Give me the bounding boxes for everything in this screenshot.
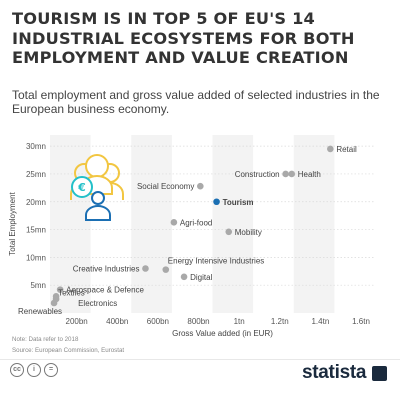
euro-sign-icon: €	[77, 181, 86, 194]
y-tick-label: 10mn	[26, 253, 46, 262]
y-tick-label: 30mn	[26, 142, 46, 151]
euro-coin-icon	[71, 176, 93, 198]
data-label: Creative Industries	[73, 265, 140, 274]
chart-title: TOURISM IS IN TOP 5 OF EU'S 14 INDUSTRIA…	[12, 9, 355, 67]
plot-band	[131, 135, 172, 313]
data-label: Social Economy	[137, 182, 194, 191]
noderivs-icon[interactable]: =	[44, 363, 58, 377]
data-label: Renewables	[18, 307, 62, 316]
data-point	[288, 170, 296, 178]
data-label: Textiles	[58, 288, 85, 297]
scatter-chart: 5mn 10mn 15mn 20mn 25mn 30mn 200bn 400bn 600bn 80…	[8, 135, 375, 338]
chart-note: Note: Data refer to 2018	[12, 336, 79, 343]
person-body-icon	[85, 205, 111, 221]
y-tick-label: 5mn	[30, 281, 46, 290]
x-tick-label: 600bn	[147, 317, 169, 326]
license-icons: cc i =	[10, 363, 58, 377]
attribution-icon[interactable]: i	[27, 363, 41, 377]
plot-band	[212, 135, 254, 313]
y-axis-label: Total Employment	[8, 191, 17, 255]
plot-band	[293, 135, 335, 313]
data-point	[197, 182, 204, 190]
x-tick-label: 800bn	[187, 317, 209, 326]
x-tick-label: 1.2tn	[271, 317, 289, 326]
data-point	[170, 219, 178, 226]
data-point	[225, 228, 233, 236]
chart-source: Source: European Commission, Eurostat	[12, 347, 125, 354]
y-tick-label: 20mn	[26, 198, 46, 207]
data-label: Agri-food	[180, 218, 212, 227]
x-tick-label: 400bn	[106, 317, 128, 326]
data-point	[282, 170, 289, 178]
data-label: Aerospace & Defence	[66, 286, 144, 295]
data-label: Retail	[336, 145, 357, 154]
footer-divider	[0, 359, 400, 360]
person-head-icon	[91, 191, 105, 205]
data-label: Electronics	[78, 299, 117, 308]
data-point	[56, 286, 64, 293]
x-tick-label: 1tn	[234, 317, 245, 326]
data-point	[162, 266, 170, 273]
people-euro-icon: €	[70, 154, 124, 221]
data-label: Digital	[190, 273, 212, 282]
data-label: Health	[298, 170, 321, 179]
data-point	[327, 145, 334, 153]
data-label: Tourism	[223, 198, 254, 207]
cc-icon[interactable]: cc	[10, 363, 24, 377]
data-point	[180, 273, 188, 281]
y-tick-label: 25mn	[26, 170, 46, 179]
data-point	[142, 265, 149, 272]
data-point	[213, 198, 220, 206]
x-tick-label: 1.4tn	[311, 317, 329, 326]
statista-logo-mark	[372, 366, 387, 381]
x-tick-label: 1.6tn	[352, 317, 370, 326]
person-head-icon	[85, 154, 109, 178]
data-label: Construction	[235, 170, 280, 179]
data-point	[50, 299, 58, 307]
statista-logo[interactable]: statista	[302, 362, 367, 383]
x-tick-label: 200bn	[66, 317, 88, 326]
chart-subtitle: Total employment and gross value added o…	[12, 88, 380, 116]
y-tick-label: 15mn	[26, 226, 46, 235]
data-label: Mobility	[235, 228, 262, 237]
x-axis-label: Gross Value added (in EUR)	[172, 329, 273, 338]
data-label: Energy Intensive Industries	[168, 257, 265, 266]
